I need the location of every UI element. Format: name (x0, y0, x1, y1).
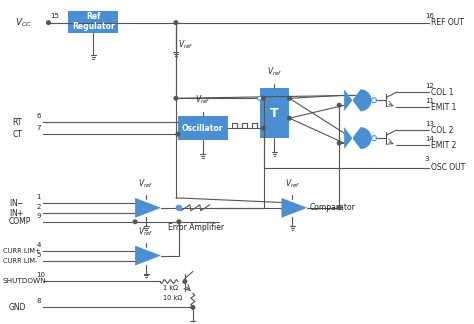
Text: 3: 3 (425, 156, 429, 162)
Text: COL 2: COL 2 (431, 126, 453, 135)
Text: $V_{ref}$: $V_{ref}$ (138, 177, 154, 190)
Text: 1: 1 (36, 194, 41, 200)
Text: $V_{ref}$: $V_{ref}$ (267, 66, 282, 78)
Circle shape (288, 116, 291, 120)
Circle shape (191, 306, 195, 309)
Text: 1 kΩ: 1 kΩ (163, 285, 178, 292)
Circle shape (177, 206, 181, 210)
Text: REF OUT: REF OUT (431, 18, 464, 27)
Text: CURR LIM-: CURR LIM- (3, 258, 37, 263)
Circle shape (337, 206, 341, 210)
Circle shape (372, 98, 376, 103)
Text: RT: RT (13, 118, 22, 127)
Polygon shape (344, 127, 372, 149)
Text: 13: 13 (425, 121, 434, 127)
Text: 15: 15 (50, 13, 59, 19)
Circle shape (262, 97, 265, 100)
Text: IN$-$: IN$-$ (9, 197, 24, 208)
Text: 10: 10 (36, 272, 46, 279)
Text: CURR LIM+: CURR LIM+ (3, 248, 40, 254)
Circle shape (262, 126, 265, 130)
Text: $V_{ref}$: $V_{ref}$ (178, 39, 193, 51)
Circle shape (174, 21, 178, 24)
Text: 8: 8 (36, 298, 41, 304)
FancyBboxPatch shape (68, 11, 118, 33)
Text: GND: GND (9, 303, 26, 312)
Text: IN$+$: IN$+$ (9, 207, 24, 218)
Text: T: T (270, 107, 279, 120)
Circle shape (177, 220, 181, 224)
Text: Error Amplifier: Error Amplifier (168, 223, 224, 232)
Text: $V_{CC}$: $V_{CC}$ (15, 17, 32, 29)
Text: $V_{ref}$: $V_{ref}$ (138, 225, 154, 238)
Text: Comparator: Comparator (310, 203, 355, 212)
Circle shape (337, 103, 341, 107)
Polygon shape (135, 246, 161, 266)
Text: 11: 11 (425, 98, 434, 104)
Circle shape (133, 220, 137, 224)
FancyBboxPatch shape (260, 88, 290, 138)
Text: 16: 16 (425, 13, 434, 19)
Circle shape (372, 136, 376, 141)
Polygon shape (135, 198, 161, 218)
Text: EMIT 1: EMIT 1 (431, 103, 456, 112)
FancyBboxPatch shape (178, 116, 228, 140)
Text: COMP: COMP (9, 217, 31, 226)
Circle shape (257, 96, 262, 100)
Text: COL 1: COL 1 (431, 88, 453, 97)
Text: 12: 12 (425, 83, 434, 89)
Circle shape (176, 205, 182, 210)
Text: Oscillator: Oscillator (182, 124, 224, 133)
Text: 10 kΩ: 10 kΩ (163, 295, 182, 301)
Circle shape (176, 132, 180, 136)
Text: CT: CT (13, 130, 23, 139)
Circle shape (183, 280, 187, 283)
Text: $V_{ref}$: $V_{ref}$ (195, 94, 210, 106)
Text: 4: 4 (36, 242, 41, 248)
Text: 2: 2 (36, 204, 41, 210)
Text: EMIT 2: EMIT 2 (431, 141, 456, 150)
Polygon shape (344, 89, 372, 111)
Polygon shape (282, 198, 307, 218)
Circle shape (337, 141, 341, 145)
Text: Ref
Regulator: Ref Regulator (72, 12, 115, 31)
Text: $V_{ref}$: $V_{ref}$ (285, 177, 300, 190)
Text: 6: 6 (36, 113, 41, 119)
Circle shape (174, 97, 178, 100)
Text: 9: 9 (36, 213, 41, 219)
Text: 7: 7 (36, 125, 41, 131)
Circle shape (46, 21, 50, 24)
Circle shape (288, 97, 291, 100)
Text: 5: 5 (36, 251, 41, 258)
Text: OSC OUT: OSC OUT (431, 164, 465, 172)
Text: SHUTDOWN: SHUTDOWN (3, 278, 46, 284)
Text: 14: 14 (425, 136, 434, 142)
